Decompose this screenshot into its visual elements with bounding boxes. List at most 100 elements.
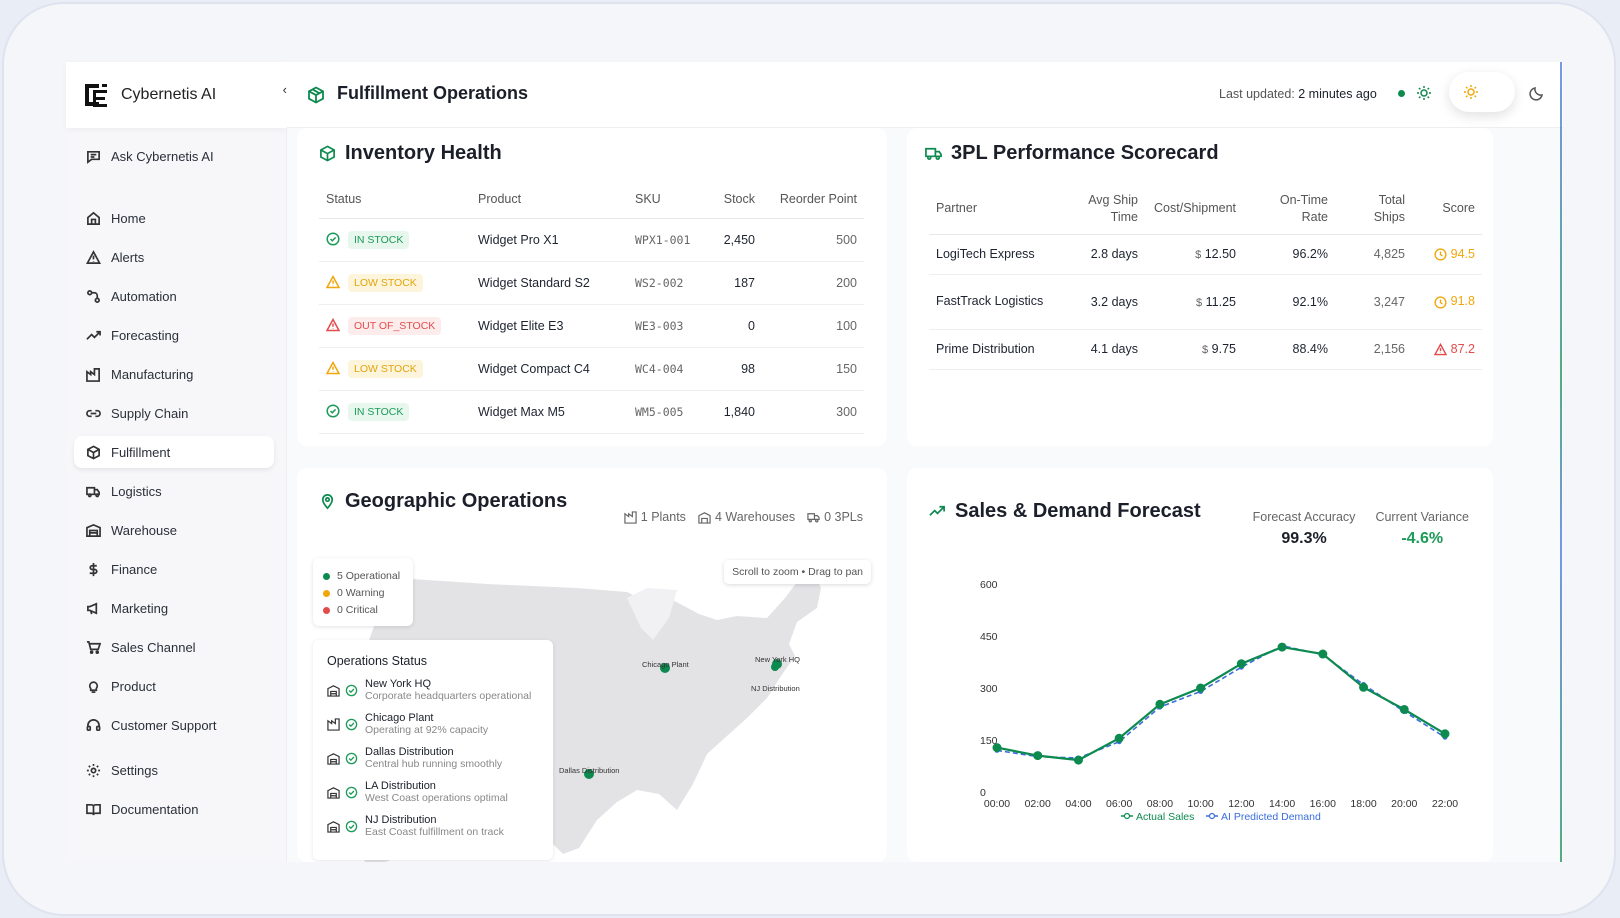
sidebar-item-product[interactable]: Product — [74, 670, 274, 702]
ask-ai-button[interactable]: Ask Cybernetis AI — [74, 140, 274, 172]
sidebar-item-customer-support[interactable]: Customer Support — [74, 709, 274, 741]
trend-icon — [86, 330, 101, 340]
site-name: LA Distribution — [365, 780, 436, 792]
ops-status-title: Operations Status — [327, 654, 428, 668]
col-status[interactable]: Status — [319, 180, 471, 219]
brand[interactable]: Cybernetis AI ‹ — [66, 62, 287, 128]
y-tick-label: 450 — [980, 631, 998, 643]
clock-icon — [1434, 296, 1447, 309]
sidebar-item-supply-chain[interactable]: Supply Chain — [74, 397, 274, 429]
table-row[interactable]: LogiTech Express 2.8 days $ 12.50 96.2% 4,82… — [929, 234, 1482, 275]
building-icon — [327, 685, 340, 697]
list-item[interactable]: Chicago Plant Operating at 92% capacity — [327, 712, 539, 746]
variance-value: -4.6% — [1401, 530, 1444, 547]
sidebar-item-label: Home — [111, 210, 146, 226]
alert-icon — [86, 249, 101, 264]
sidebar-item-alerts[interactable]: Alerts — [74, 241, 274, 273]
status-cell: IN STOCK — [319, 218, 471, 262]
reorder-cell: 200 — [762, 261, 864, 305]
factory-icon — [327, 718, 340, 731]
site-name: Dallas Distribution — [365, 746, 454, 758]
score-value: 91.8 — [1450, 294, 1475, 309]
col-partner[interactable]: Partner — [929, 184, 1077, 235]
reorder-cell: 300 — [762, 390, 864, 434]
list-item[interactable]: New York HQ Corporate headquarters operat… — [327, 678, 539, 712]
sidebar-item-marketing[interactable]: Marketing — [74, 592, 274, 624]
data-point — [1033, 751, 1043, 761]
col-stock[interactable]: Stock — [706, 180, 762, 219]
sidebar-item-settings[interactable]: Settings — [74, 754, 274, 786]
sidebar-item-manufacturing[interactable]: Manufacturing — [74, 358, 274, 390]
sidebar-item-label: Product — [111, 678, 156, 694]
sidebar-item-finance[interactable]: Finance — [74, 553, 274, 585]
nj-map-label: NJ Distribution — [751, 684, 800, 693]
table-row[interactable]: Prime Distribution 4.1 days $ 9.75 88.4% 2,1… — [929, 329, 1482, 370]
sku-cell: WE3-003 — [628, 304, 706, 348]
ship-time-cell: 2.8 days — [1077, 234, 1145, 275]
sidebar-item-label: Customer Support — [111, 717, 217, 733]
clock-icon — [1434, 248, 1447, 261]
dallas-marker[interactable] — [584, 769, 594, 779]
forecast-stats: Forecast Accuracy 99.3% Current Variance… — [1253, 510, 1469, 548]
col-ship-time[interactable]: Avg Ship Time — [1077, 184, 1145, 235]
col-score[interactable]: Score — [1412, 184, 1482, 235]
error-icon — [325, 318, 341, 332]
table-row[interactable]: FastTrack Logistics 3.2 days $ 11.25 92.1% 3… — [929, 274, 1482, 330]
score-value: 87.2 — [1450, 341, 1475, 356]
nj-marker[interactable] — [771, 663, 779, 671]
theme-toggle[interactable] — [1449, 72, 1515, 112]
book-icon — [86, 803, 101, 815]
cost-value: 11.25 — [1205, 294, 1236, 309]
sidebar-item-automation[interactable]: Automation — [74, 280, 274, 312]
package-icon — [87, 444, 100, 460]
collapse-sidebar-icon[interactable]: ‹ — [282, 82, 287, 97]
threepl-count: 0 3PLs — [807, 510, 863, 524]
operations-status-panel: Operations Status New York HQ Corporate h… — [313, 640, 553, 860]
chicago-map-label: Chicago Plant — [642, 660, 689, 669]
main-content: Fulfillment Operations Last updated: 2 m… — [287, 62, 1563, 862]
plants-count: 1 Plants — [624, 510, 686, 524]
col-on-time[interactable]: On-Time Rate — [1243, 184, 1335, 235]
table-row[interactable]: LOW STOCK Widget Standard S2 WS2-002 187 200 — [319, 261, 864, 305]
site-description: West Coast operations optimal — [365, 792, 508, 804]
currency-symbol: $ — [1196, 296, 1203, 309]
table-row[interactable]: IN STOCK Widget Max M5 WM5-005 1,840 300 — [319, 390, 864, 434]
sidebar-item-sales-channel[interactable]: Sales Channel — [74, 631, 274, 663]
forecast-chart[interactable]: 600 450 300 150 000:00 02:00 04:00 06:00 08:00 10… — [907, 564, 1493, 854]
table-row[interactable]: IN STOCK Widget Pro X1 WPX1-001 2,450 500 — [319, 218, 864, 262]
col-sku[interactable]: SKU — [628, 180, 706, 219]
sidebar-item-documentation[interactable]: Documentation — [74, 793, 274, 825]
data-point — [1073, 755, 1083, 765]
sidebar-item-fulfillment[interactable]: Fulfillment — [74, 436, 274, 468]
sidebar-item-home[interactable]: Home — [74, 202, 274, 234]
sidebar-item-label: Forecasting — [111, 327, 179, 343]
sidebar-item-label: Settings — [111, 762, 158, 778]
table-row[interactable]: LOW STOCK Widget Compact C4 WC4-004 98 150 — [319, 347, 864, 391]
gear-icon — [86, 763, 101, 777]
list-item[interactable]: Dallas Distribution Central hub running s… — [327, 746, 539, 780]
updated-value: 2 minutes ago — [1298, 87, 1377, 101]
col-product[interactable]: Product — [471, 180, 628, 219]
sidebar-item-logistics[interactable]: Logistics — [74, 475, 274, 507]
dark-mode-icon[interactable] — [1529, 85, 1545, 101]
accuracy-value: 99.3% — [1281, 530, 1327, 547]
sidebar-item-forecasting[interactable]: Forecasting — [74, 319, 274, 351]
status-badge: IN STOCK — [348, 402, 410, 421]
warning-icon — [325, 275, 341, 289]
table-row[interactable]: OUT OF_STOCK Widget Elite E3 WE3-003 0 100 — [319, 304, 864, 348]
check-circle-icon — [345, 718, 358, 731]
sidebar-item-warehouse[interactable]: Warehouse — [74, 514, 274, 546]
list-item[interactable]: NJ Distribution East Coast fulfillment on… — [327, 814, 539, 848]
col-total[interactable]: Total Ships — [1335, 184, 1412, 235]
last-updated: Last updated: 2 minutes ago — [1219, 87, 1377, 101]
scorecard-card: 3PL Performance Scorecard Partner Avg Sh… — [907, 128, 1493, 446]
ship-h1: Avg Ship — [1088, 192, 1138, 207]
col-cost[interactable]: Cost/Shipment — [1145, 184, 1243, 235]
sidebar-item-label: Alerts — [111, 249, 145, 265]
list-item[interactable]: LA Distribution West Coast operations opt… — [327, 780, 539, 814]
on-time-cell: 88.4% — [1243, 329, 1335, 370]
sun-icon[interactable] — [1416, 85, 1432, 101]
col-reorder[interactable]: Reorder Point — [762, 180, 864, 219]
chicago-marker[interactable] — [660, 663, 670, 673]
